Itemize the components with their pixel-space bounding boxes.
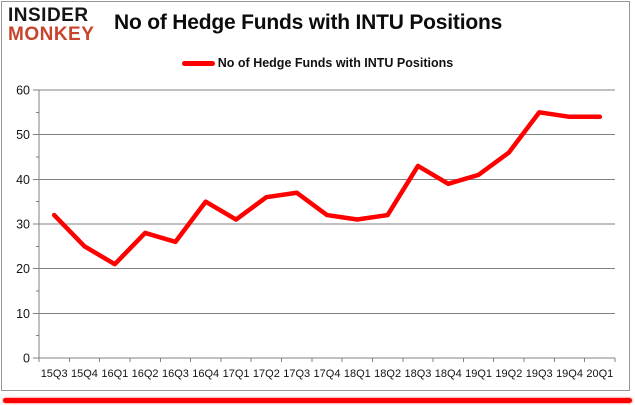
svg-text:19Q3: 19Q3: [526, 368, 553, 380]
svg-text:16Q3: 16Q3: [162, 368, 189, 380]
chart-title: No of Hedge Funds with INTU Positions: [114, 11, 503, 34]
svg-text:19Q2: 19Q2: [495, 368, 522, 380]
svg-text:15Q4: 15Q4: [71, 368, 98, 380]
svg-text:17Q3: 17Q3: [283, 368, 310, 380]
svg-text:17Q4: 17Q4: [314, 368, 341, 380]
logo-text-monkey: MONKEY: [8, 23, 95, 45]
svg-text:18Q3: 18Q3: [404, 368, 431, 380]
svg-text:19Q1: 19Q1: [465, 368, 492, 380]
svg-text:30: 30: [16, 218, 30, 232]
insider-monkey-logo: INSIDER MONKEY: [8, 5, 95, 45]
x-axis-ticks-labels: 15Q3 15Q4 16Q1 16Q2 16Q3 16Q4 17Q1 17Q2 17Q3 17Q4…: [38, 358, 616, 380]
svg-text:19Q4: 19Q4: [556, 368, 583, 380]
series-no-of-hedge-funds-with-intu-positions: [51, 110, 603, 267]
svg-text:18Q4: 18Q4: [435, 368, 462, 380]
gridlines: [39, 89, 615, 314]
svg-text:60: 60: [16, 84, 30, 98]
y-axis-ticks-labels: 0 10 20 30 40 50 60: [16, 84, 39, 366]
bottom-accent-bar: [3, 398, 632, 403]
svg-text:16Q1: 16Q1: [101, 368, 128, 380]
svg-text:16Q4: 16Q4: [192, 368, 219, 380]
legend-label: No of Hedge Funds with INTU Positions: [217, 56, 454, 70]
logo-text-insider: INSIDER: [8, 5, 89, 26]
svg-text:0: 0: [23, 352, 30, 366]
svg-text:20: 20: [16, 262, 30, 276]
svg-text:16Q2: 16Q2: [132, 368, 159, 380]
svg-text:20Q1: 20Q1: [586, 368, 613, 380]
svg-text:18Q2: 18Q2: [374, 368, 401, 380]
svg-text:18Q1: 18Q1: [344, 368, 371, 380]
svg-text:17Q1: 17Q1: [223, 368, 250, 380]
chart-legend: No of Hedge Funds with INTU Positions: [0, 56, 635, 70]
svg-text:50: 50: [16, 128, 30, 142]
svg-text:10: 10: [16, 307, 30, 321]
svg-text:40: 40: [16, 173, 30, 187]
svg-text:17Q2: 17Q2: [253, 368, 280, 380]
legend-line-swatch: [181, 60, 215, 66]
svg-text:15Q3: 15Q3: [41, 368, 68, 380]
chart-frame-border: [1, 1, 630, 391]
